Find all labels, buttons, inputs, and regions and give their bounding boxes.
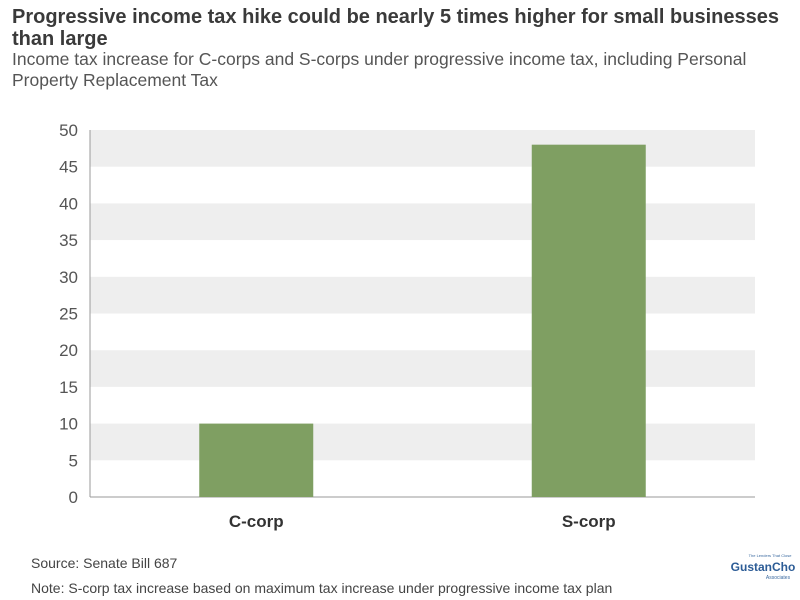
x-tick-label: C-corp <box>229 512 284 531</box>
bar-chart: 0 5 10 15 20 25 30 35 40 45 50 C-corp S-corp <box>59 121 755 531</box>
grid-band <box>90 276 755 314</box>
logo-sub: Associates <box>766 575 791 581</box>
y-tick-label: 45 <box>59 158 78 177</box>
y-tick-label: 35 <box>59 231 78 250</box>
chart-subtitle: Income tax increase for C-corps and S-co… <box>12 49 747 90</box>
y-tick-label: 0 <box>69 488 78 507</box>
x-tick-label: S-corp <box>562 512 616 531</box>
logo-tagline: The Lenders That Close <box>749 553 793 558</box>
grid-band <box>90 423 755 461</box>
y-tick-label: 40 <box>59 194 78 213</box>
grid-band <box>90 130 755 167</box>
y-tick-label: 5 <box>69 451 78 470</box>
grid-band <box>90 203 755 241</box>
source-note: Source: Senate Bill 687 <box>31 555 178 571</box>
bar <box>199 423 314 497</box>
y-tick-label: 50 <box>59 121 78 140</box>
y-tick-label: 10 <box>59 415 78 434</box>
y-tick-label: 15 <box>59 378 78 397</box>
company-logo: The Lenders That Close GustanCho Associa… <box>731 553 796 581</box>
chart-title: Progressive income tax hike could be nea… <box>12 6 779 50</box>
footnote: Note: S-corp tax increase based on maxim… <box>31 580 613 596</box>
y-tick-label: 30 <box>59 268 78 287</box>
grid-band <box>90 350 755 387</box>
logo-name: GustanCho <box>731 560 796 574</box>
bar <box>531 144 646 497</box>
y-tick-label: 20 <box>59 341 78 360</box>
y-tick-label: 25 <box>59 305 78 324</box>
